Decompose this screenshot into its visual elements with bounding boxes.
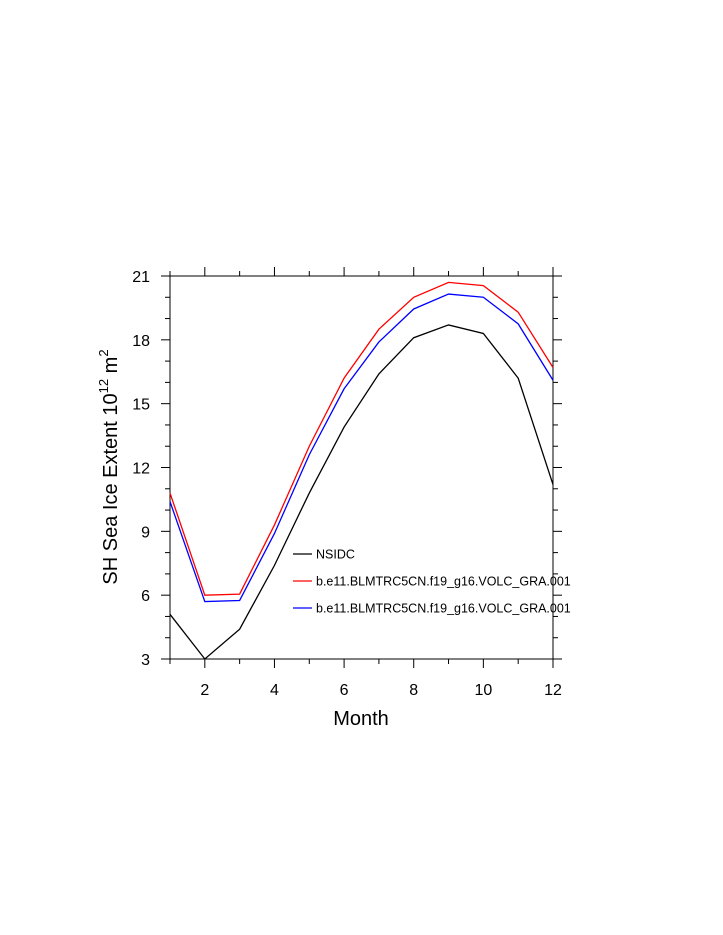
y-tick-label: 18: [132, 333, 150, 350]
y-tick-label: 6: [141, 588, 150, 605]
y-tick-label: 15: [132, 397, 150, 414]
legend-label: b.e11.BLMTRC5CN.f19_g16.VOLC_GRA.001: [316, 575, 571, 589]
y-tick-label: 21: [132, 269, 150, 286]
x-tick-label: 2: [200, 682, 209, 699]
y-tick-label: 12: [132, 461, 150, 478]
legend-label: b.e11.BLMTRC5CN.f19_g16.VOLC_GRA.001: [316, 602, 571, 616]
x-tick-label: 10: [474, 682, 492, 699]
series-lines: [169, 281, 554, 660]
x-tick-label: 6: [340, 682, 349, 699]
y-axis-label-unit: m: [100, 357, 122, 379]
series-line-3: [169, 293, 554, 603]
legend: NSIDC b.e11.BLMTRC5CN.f19_g16.VOLC_GRA.00…: [293, 548, 571, 616]
x-tick-label: 4: [270, 682, 279, 699]
y-axis-label-main: SH Sea Ice Extent 10: [100, 393, 122, 584]
series-line-2: [169, 281, 554, 596]
y-axis-label-exponent: 12: [96, 379, 111, 393]
y-axis-label-unit-exponent: 2: [96, 349, 111, 356]
series-line-1: [169, 324, 554, 660]
y-axis-label: SH Sea Ice Extent 1012 m2: [96, 349, 122, 584]
y-tick-label: 3: [141, 652, 150, 669]
x-axis-label: Month: [333, 708, 389, 730]
legend-label: NSIDC: [316, 548, 355, 562]
y-tick-label: 9: [141, 524, 150, 541]
axes: 2 4 6 8 10 12 3 6 9 12 15 18 21: [132, 267, 562, 699]
x-tick-label: 12: [544, 682, 562, 699]
x-tick-label: 8: [409, 682, 418, 699]
